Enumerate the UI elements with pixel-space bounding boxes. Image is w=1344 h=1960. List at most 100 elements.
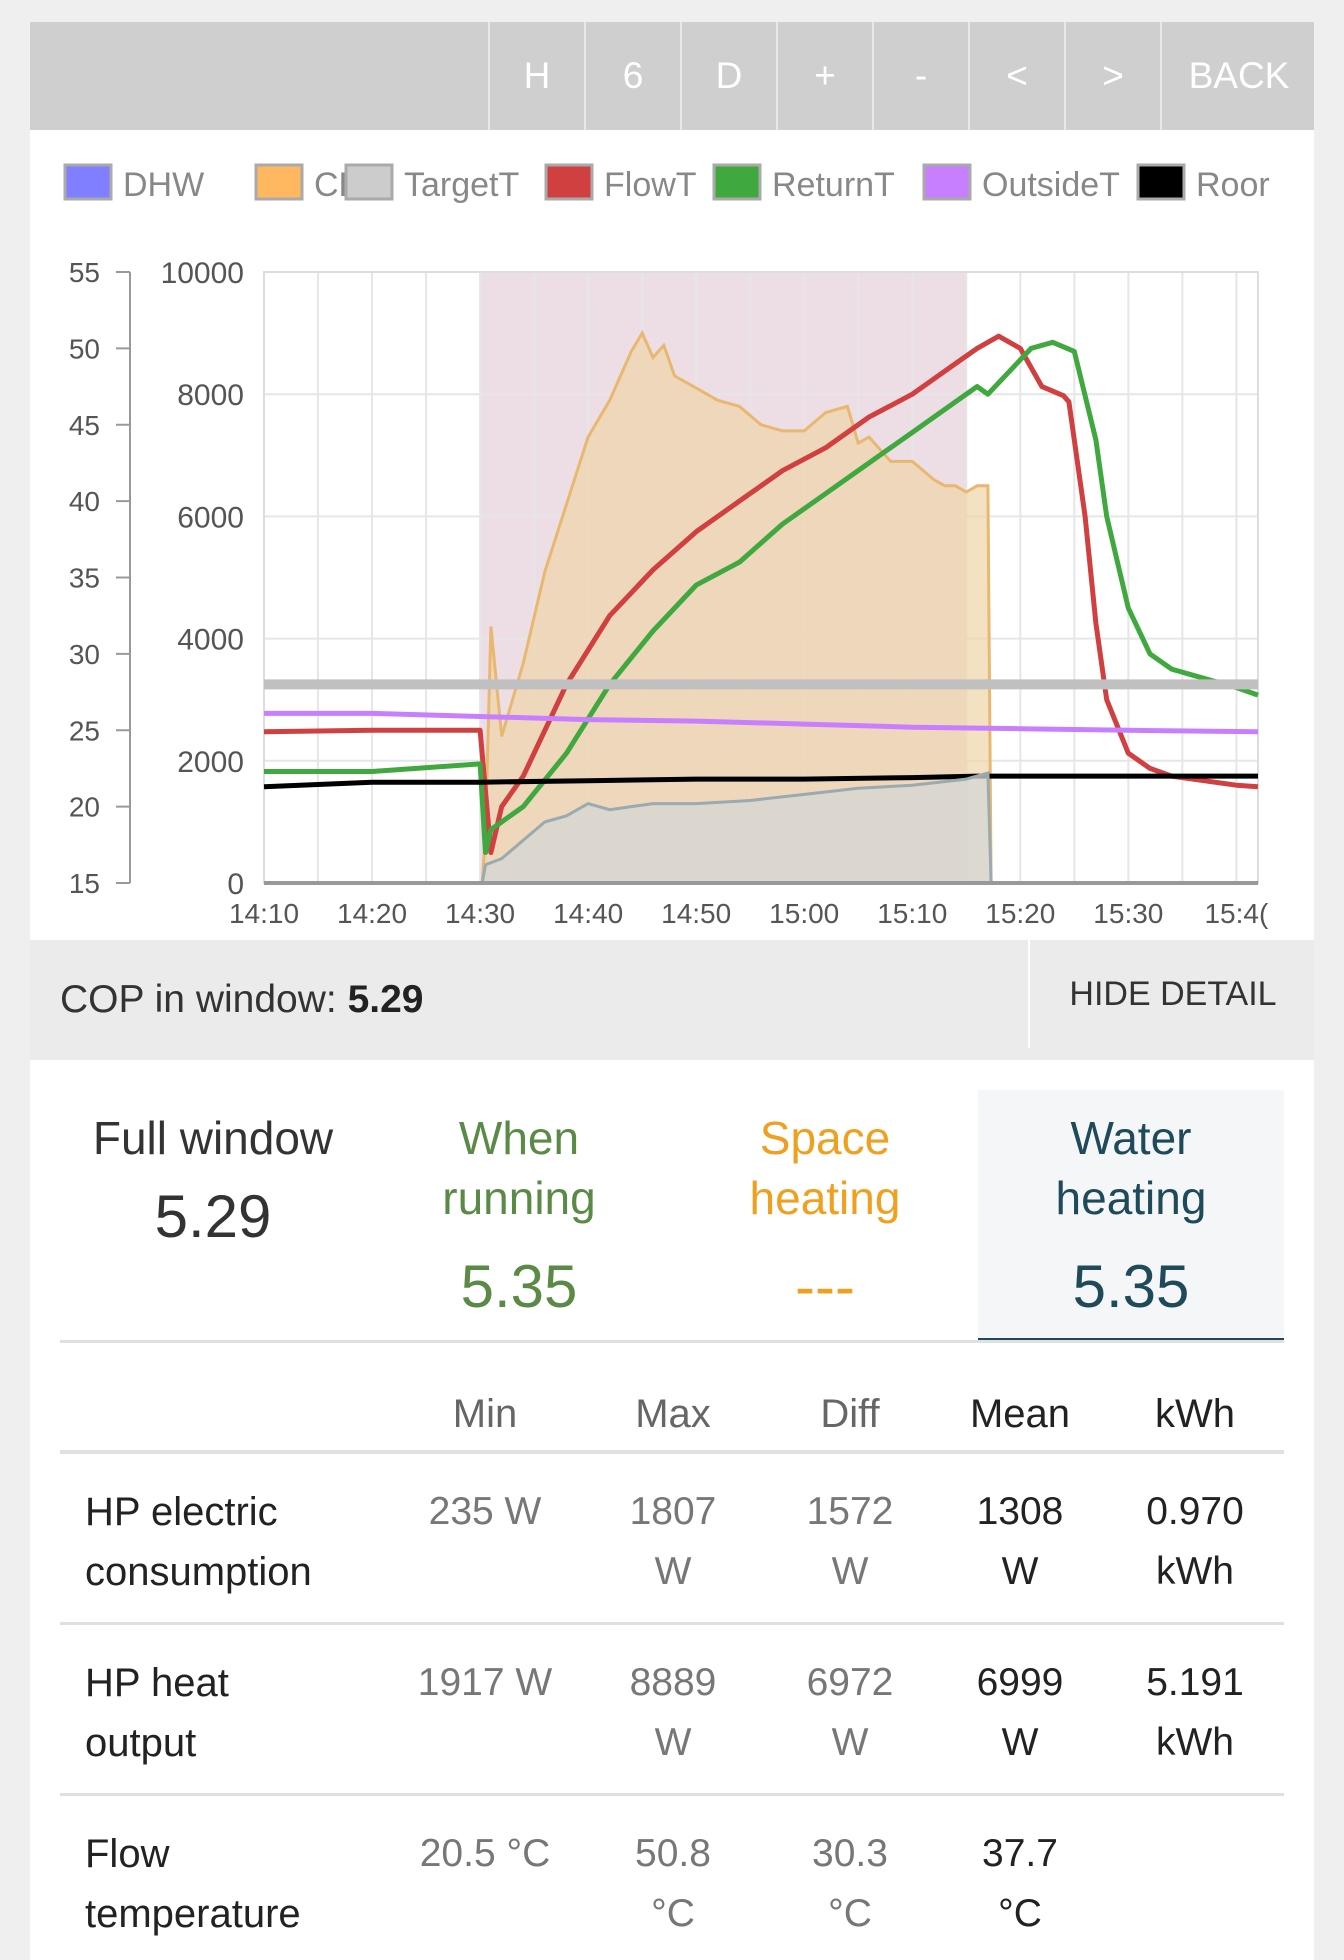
cop-window-bar: COP in window: 5.29 HIDE DETAIL <box>30 940 1314 1060</box>
x-tick-label: 15:10 <box>877 898 947 929</box>
divider <box>60 1340 1284 1343</box>
cell-diff: 1572 W <box>806 1490 894 1593</box>
cell-max: 1807 W <box>629 1490 717 1593</box>
cop-space-heating-value: --- <box>795 1253 855 1320</box>
cell-mean: 37.7 °C <box>982 1832 1058 1935</box>
cop-space-heating[interactable]: Space heating --- <box>672 1090 978 1338</box>
heatpump-chart: DHW CH TargetT FlowT ReturnT OutsideT Roor 55 5… <box>30 130 1314 964</box>
legend-label-targett: TargetT <box>404 166 519 204</box>
row-label: HP heat output <box>85 1661 229 1765</box>
row-label: Flow temperature <box>85 1832 301 1936</box>
col-header-max: Max <box>635 1392 711 1436</box>
x-tick-label: 14:20 <box>337 898 407 929</box>
legend-label-dhw: DHW <box>123 166 204 204</box>
cell-min: 1917 W <box>417 1661 553 1704</box>
y-left-tick-label: 55 <box>69 257 100 288</box>
y-left-tick-label: 50 <box>69 333 100 364</box>
x-tick-label: 14:30 <box>445 898 515 929</box>
legend-swatch-outsidet <box>922 163 972 201</box>
y-left-tick-label: 30 <box>69 639 100 670</box>
legend-swatch-targett <box>344 163 394 201</box>
chart-axes: 55 50 45 40 35 30 25 20 15 10000 8000 6000 4000 2000 0… <box>69 257 1269 929</box>
chart-legend: DHW CH TargetT FlowT ReturnT OutsideT Roor <box>63 163 1270 204</box>
row-label: HP electric consumption <box>85 1490 312 1594</box>
y-left-tick-label: 20 <box>69 792 100 823</box>
cell-mean: 1308 W <box>976 1490 1064 1593</box>
chart-svg: DHW CH TargetT FlowT ReturnT OutsideT Roor 555… <box>63 163 1270 929</box>
col-header-mean: Mean <box>969 1392 1071 1436</box>
cop-full-window-value: 5.29 <box>154 1183 272 1250</box>
legend-swatch-roor <box>1136 163 1186 201</box>
cop-when-running-value: 5.35 <box>460 1253 578 1320</box>
pan-left-button[interactable]: < <box>968 22 1064 130</box>
y-right-tick-label: 6000 <box>177 501 244 534</box>
series-ch-area <box>264 329 1258 885</box>
legend-swatch-flowt <box>544 163 594 201</box>
pan-right-button[interactable]: > <box>1064 22 1160 130</box>
cop-when-running-label: When running <box>442 1112 596 1224</box>
cop-window-label: COP in window: <box>60 978 348 1021</box>
legend-label-roor: Roor <box>1196 166 1270 204</box>
hide-detail-button[interactable]: HIDE DETAIL <box>1028 940 1314 1048</box>
cop-water-heating[interactable]: Water heating 5.35 <box>978 1090 1284 1341</box>
cop-water-heating-label: Water heating <box>1055 1112 1207 1224</box>
col-header-kwh: kWh <box>1155 1392 1235 1436</box>
x-tick-label: 15:30 <box>1093 898 1163 929</box>
cell-diff: 30.3 °C <box>812 1832 888 1935</box>
cell-min: 20.5 °C <box>419 1832 551 1875</box>
x-tick-label: 14:10 <box>229 898 299 929</box>
legend-swatch-dhw <box>63 163 113 201</box>
cop-water-heating-value: 5.35 <box>1072 1253 1190 1320</box>
y-right-tick-label: 10000 <box>161 257 244 290</box>
y-right-tick-label: 2000 <box>177 746 244 779</box>
chart-series <box>263 329 1259 885</box>
cell-max: 8889 W <box>629 1661 717 1764</box>
series-flowt-line <box>263 333 1259 855</box>
divider <box>60 1622 1284 1625</box>
legend-label-flowt: FlowT <box>604 166 697 204</box>
divider <box>60 1793 1284 1796</box>
y-left-tick-label: 45 <box>69 410 100 441</box>
x-tick-label: 15:4( <box>1204 898 1268 929</box>
cop-when-running[interactable]: When running 5.35 <box>366 1090 672 1338</box>
zoom-in-button[interactable]: + <box>776 22 872 130</box>
y-left-tick-label: 35 <box>69 563 100 594</box>
series-returnt-line <box>264 339 1259 855</box>
legend-label-outsidet: OutsideT <box>982 166 1120 204</box>
hour-button[interactable]: H <box>488 22 584 130</box>
cop-space-heating-label: Space heating <box>749 1112 901 1224</box>
day-button[interactable]: D <box>680 22 776 130</box>
cell-mean: 6999 W <box>976 1661 1064 1764</box>
cell-kwh: 5.191 kWh <box>1146 1661 1244 1764</box>
cell-min: 235 W <box>428 1490 542 1533</box>
chart-toolbar: H 6 D + - < > BACK <box>30 22 1314 130</box>
col-header-diff: Diff <box>820 1392 880 1436</box>
cop-full-window-label: Full window <box>92 1112 334 1164</box>
y-right-tick-label: 8000 <box>177 379 244 412</box>
cop-window-text: COP in window: 5.29 <box>60 940 423 1060</box>
x-tick-label: 14:40 <box>553 898 623 929</box>
six-hour-button[interactable]: 6 <box>584 22 680 130</box>
y-right-tick-label: 0 <box>227 868 244 901</box>
y-left-tick-label: 40 <box>69 486 100 517</box>
col-header-min: Min <box>452 1392 518 1436</box>
cop-window-value: 5.29 <box>347 978 424 1021</box>
x-tick-label: 14:50 <box>661 898 731 929</box>
y-left-tick-label: 15 <box>69 868 100 899</box>
x-tick-label: 15:20 <box>985 898 1055 929</box>
cell-diff: 6972 W <box>806 1661 894 1764</box>
zoom-out-button[interactable]: - <box>872 22 968 130</box>
cell-kwh: 0.970 kWh <box>1146 1490 1244 1593</box>
cop-full-window[interactable]: Full window 5.29 <box>60 1090 366 1338</box>
x-tick-label: 15:00 <box>769 898 839 929</box>
series-dhw-area <box>264 771 1258 885</box>
series-outsidet-line <box>264 710 1259 735</box>
heatpump-app: H 6 D + - < > BACK DHW CH TargetT FlowT Retu… <box>30 22 1314 1960</box>
y-right-tick-label: 4000 <box>177 624 244 657</box>
back-button[interactable]: BACK <box>1160 22 1314 130</box>
legend-swatch-ch <box>254 163 304 201</box>
cell-max: 50.8 °C <box>635 1832 711 1935</box>
legend-label-returnt: ReturnT <box>772 166 895 204</box>
series-roor-line <box>263 773 1258 790</box>
divider <box>60 1450 1284 1454</box>
